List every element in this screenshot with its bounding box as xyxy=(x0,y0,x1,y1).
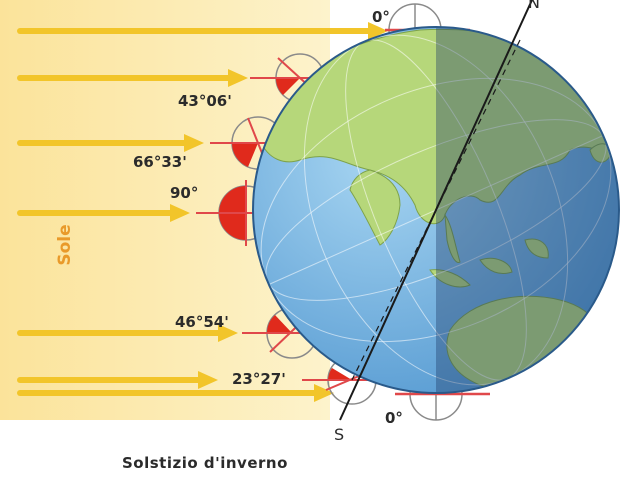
sun-ray xyxy=(17,204,190,222)
sun-ray xyxy=(17,134,204,152)
earth-globe xyxy=(252,0,620,421)
angle-label-90: 90° xyxy=(170,184,198,202)
sun-rays xyxy=(17,22,388,402)
angle-label-66: 66°33' xyxy=(133,153,187,171)
angle-label-46: 46°54' xyxy=(175,313,229,331)
sun-ray xyxy=(17,384,334,402)
continents xyxy=(259,27,619,393)
sun-ray xyxy=(17,324,238,342)
night-side xyxy=(436,27,619,393)
south-pole-label: S xyxy=(334,425,344,444)
sun-label: Sole xyxy=(55,224,75,265)
diagram-caption: Solstizio d'inverno xyxy=(122,454,288,472)
sun-ray xyxy=(17,22,388,40)
angle-label-43: 43°06' xyxy=(178,92,232,110)
axis-inner xyxy=(351,39,521,381)
angle-label-south-0: 0° xyxy=(385,409,403,427)
sun-ray xyxy=(17,371,218,389)
sun-ray xyxy=(17,69,248,87)
angle-label-23: 23°27' xyxy=(232,370,286,388)
angle-label-north-0: 0° xyxy=(372,8,390,26)
angle-indicator xyxy=(196,180,274,246)
north-pole-label: N xyxy=(528,0,540,12)
